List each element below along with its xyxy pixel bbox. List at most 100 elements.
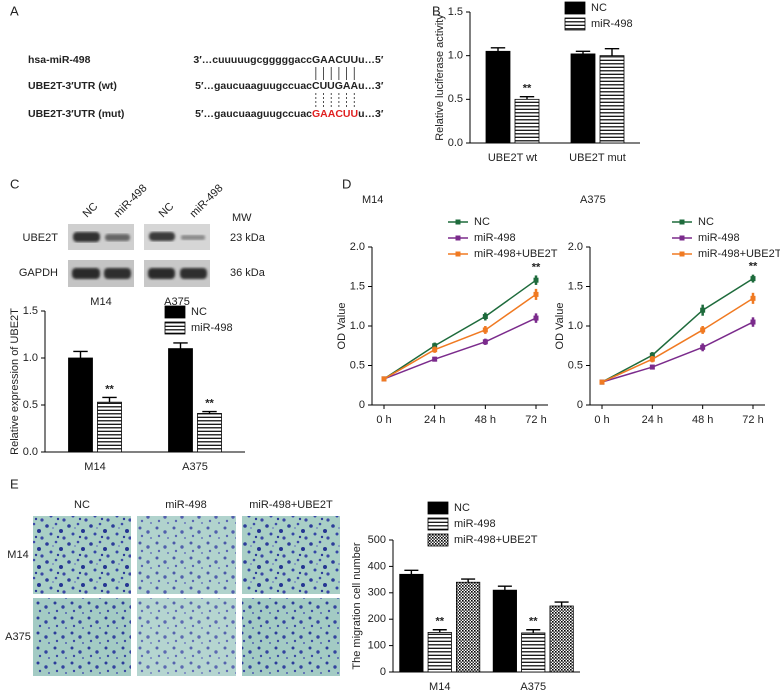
error-bar (404, 569, 419, 575)
annotation: ** (532, 261, 541, 273)
sequence-suffix: u…3′ (358, 80, 384, 92)
legend-label: NC (191, 306, 207, 318)
bar (197, 413, 222, 453)
legend-swatch (164, 305, 186, 319)
y-axis-label: OD Value (336, 303, 348, 350)
column-label: miR-498+UBE2T (249, 499, 333, 511)
y-tick-label: 100 (368, 640, 386, 652)
panel-label: D (342, 176, 351, 191)
legend-label: NC (454, 502, 470, 514)
x-tick-label: 0 h (594, 414, 609, 426)
y-tick-label: 1.5 (23, 305, 38, 317)
sequence-name: UBE2T-3′UTR (wt) (28, 80, 117, 92)
error-bar (497, 585, 512, 591)
annotation: ** (523, 83, 532, 95)
column-label: miR-498 (165, 499, 207, 511)
marker (533, 291, 539, 297)
y-tick-label: 200 (368, 613, 386, 625)
legend-label: NC (698, 216, 714, 228)
y-tick-label: 0.0 (448, 137, 463, 149)
y-tick-label: 1.5 (350, 280, 365, 292)
legend-marker (455, 251, 461, 257)
sequence-suffix: u…5′ (358, 54, 384, 66)
sequence-seed: CUUGAA (312, 80, 358, 92)
annotation: ** (749, 261, 758, 273)
legend-marker (679, 235, 685, 241)
panel-label: E (10, 476, 19, 491)
sequence-seed: GAACUU (312, 108, 358, 120)
bar (492, 589, 517, 673)
error-bar (432, 629, 447, 633)
y-tick-label: 1.0 (23, 352, 38, 364)
y-tick-label: 0 (380, 666, 386, 678)
series-line (383, 293, 537, 380)
marker (750, 295, 756, 301)
legend-swatch (564, 17, 586, 31)
bar (599, 55, 625, 144)
band (104, 268, 131, 279)
error-bar (202, 410, 217, 414)
marker (482, 314, 488, 320)
bar (97, 401, 122, 453)
series-line (601, 277, 754, 383)
annotation: ** (529, 616, 538, 628)
sequence-prefix: 5′…gaucuaaguugccuac (195, 108, 312, 120)
legend-label: miR-498 (454, 518, 496, 530)
marker (750, 276, 756, 282)
y-tick-label: 0.5 (568, 359, 583, 371)
row-label: M14 (7, 549, 28, 561)
legend-label: miR-498 (191, 322, 233, 334)
bar (456, 581, 481, 673)
y-tick-label: 300 (368, 587, 386, 599)
cell-line-label: M14 (90, 296, 111, 308)
y-tick-label: 0 (577, 399, 583, 411)
error-bar (490, 47, 506, 52)
legend-label: miR-498 (474, 232, 516, 244)
y-tick-label: 2.0 (568, 241, 583, 253)
x-tick-label: A375 (182, 461, 208, 473)
legend-label: NC (591, 2, 607, 14)
micrograph (137, 598, 236, 676)
marker (649, 356, 655, 362)
legend-marker (455, 235, 461, 241)
bar (399, 573, 424, 673)
band (148, 268, 175, 279)
mw-title: MW (232, 212, 252, 224)
marker (432, 356, 438, 362)
y-tick-label: 1.0 (568, 320, 583, 332)
legend-swatch (427, 501, 449, 515)
x-tick-label: 72 h (525, 414, 546, 426)
band (149, 232, 175, 241)
micrograph (242, 516, 340, 594)
y-tick-label: 0.5 (350, 359, 365, 371)
legend-label: NC (474, 216, 490, 228)
sequence-name: UBE2T-3′UTR (mut) (28, 108, 124, 120)
annotation: ** (205, 397, 214, 409)
series-line (601, 321, 754, 383)
bar (514, 98, 540, 144)
panel-label: A (10, 3, 19, 18)
legend-label: miR-498 (591, 18, 633, 30)
micrograph (137, 516, 236, 594)
legend-label: miR-498+UBE2T (454, 534, 538, 546)
x-tick-label: UBE2T mut (569, 152, 626, 164)
series-line (601, 297, 754, 383)
bar (570, 53, 596, 144)
series-line (383, 279, 537, 380)
y-axis-label: OD Value (554, 303, 566, 350)
legend-label: miR-498 (698, 232, 740, 244)
marker (649, 352, 655, 358)
legend-label: miR-498+UBE2T (474, 248, 558, 260)
y-tick-label: 400 (368, 560, 386, 572)
y-axis-label: Relative luciferase activity (434, 14, 446, 141)
marker (482, 327, 488, 333)
marker (700, 327, 706, 333)
bar (485, 50, 511, 144)
legend-marker (679, 219, 685, 225)
legend-swatch (564, 1, 586, 15)
annotation: ** (105, 383, 114, 395)
lane-label: NC (81, 200, 101, 220)
x-tick-label: 0 h (376, 414, 391, 426)
sequence-seed: GAACUU (312, 54, 358, 66)
error-bar (575, 50, 591, 54)
